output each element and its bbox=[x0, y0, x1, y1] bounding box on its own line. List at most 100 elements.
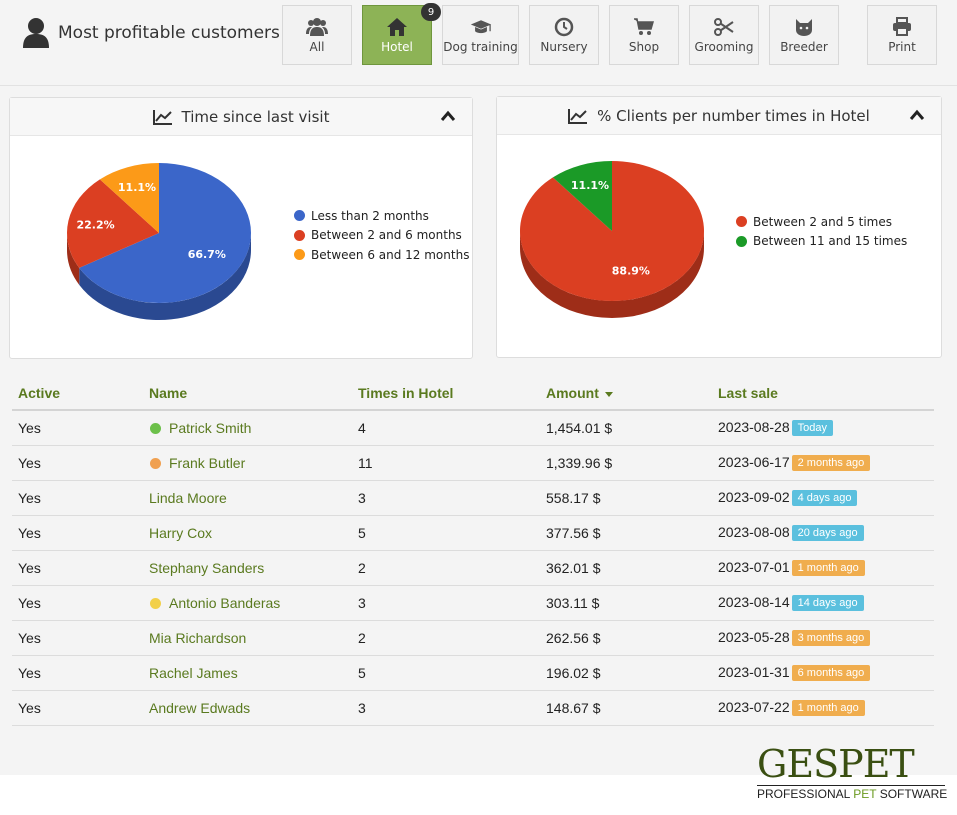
cell-name[interactable]: Rachel James bbox=[143, 655, 352, 691]
cell-active: Yes bbox=[12, 410, 143, 446]
column-amount[interactable]: Amount bbox=[540, 376, 712, 411]
cell-active: Yes bbox=[12, 515, 143, 551]
tab-nursery[interactable]: Nursery bbox=[529, 5, 599, 65]
cell-name[interactable]: Andrew Edwads bbox=[143, 690, 352, 726]
legend-item[interactable]: Between 2 and 5 times bbox=[736, 212, 907, 232]
table-row[interactable]: Yes Linda Moore 3 558.17 $2023-09-02 4 days … bbox=[12, 480, 934, 516]
customer-name-link[interactable]: Mia Richardson bbox=[149, 629, 247, 646]
cell-name[interactable]: Mia Richardson bbox=[143, 620, 352, 656]
pie-slice-1[interactable] bbox=[66, 179, 159, 268]
customer-name-link[interactable]: Linda Moore bbox=[149, 489, 227, 506]
table-row[interactable]: Yes Harry Cox 5 377.56 $2023-08-08 20 days a… bbox=[12, 515, 934, 551]
print-label: Print bbox=[888, 39, 916, 54]
pie-side-0 bbox=[520, 231, 704, 318]
customer-name-link[interactable]: Patrick Smith bbox=[169, 419, 252, 436]
tab-dog-training[interactable]: Dog training bbox=[442, 5, 519, 65]
column-times-in-hotel[interactable]: Times in Hotel bbox=[352, 376, 540, 411]
cell-active: Yes bbox=[12, 655, 143, 691]
cell-amount: 196.02 $ bbox=[540, 655, 712, 691]
cell-name[interactable]: Frank Butler bbox=[143, 445, 352, 481]
time-ago-badge: 6 months ago bbox=[791, 665, 871, 681]
print-button[interactable]: Print bbox=[867, 5, 937, 65]
table-row[interactable]: Yes Rachel James 5 196.02 $2023-01-31 6 mont… bbox=[12, 655, 934, 691]
pie-slice-2[interactable] bbox=[99, 163, 159, 233]
customer-name-link[interactable]: Harry Cox bbox=[149, 524, 213, 541]
legend-label: Less than 2 months bbox=[311, 208, 429, 223]
customer-name-link[interactable]: Frank Butler bbox=[169, 454, 246, 471]
pie-label-2: 11.1% bbox=[118, 181, 156, 194]
cell-active: Yes bbox=[12, 620, 143, 656]
cell-name[interactable]: Harry Cox bbox=[143, 515, 352, 551]
cell-amount: 1,454.01 $ bbox=[540, 410, 712, 446]
time-ago-badge: Today bbox=[791, 420, 833, 437]
status-dot bbox=[150, 597, 161, 609]
last-sale-date: 2023-05-28 bbox=[718, 629, 790, 645]
legend-swatch bbox=[736, 235, 747, 247]
cell-name[interactable]: Linda Moore bbox=[143, 480, 352, 516]
legend-visit: Less than 2 months Between 2 and 6 months… bbox=[294, 206, 469, 265]
pie-slice-1[interactable] bbox=[552, 161, 612, 231]
last-sale-date: 2023-07-01 bbox=[718, 559, 790, 575]
page-title-text: Most profitable customers bbox=[58, 23, 280, 43]
line-chart-icon bbox=[568, 108, 588, 124]
legend-label: Between 2 and 5 times bbox=[753, 214, 892, 229]
cell-active: Yes bbox=[12, 445, 143, 481]
column-last-sale[interactable]: Last sale bbox=[712, 376, 934, 411]
cell-active: Yes bbox=[12, 690, 143, 726]
tab-dog-training-label: Dog training bbox=[443, 39, 518, 54]
cell-times: 5 bbox=[352, 655, 540, 691]
column-active[interactable]: Active bbox=[12, 376, 143, 411]
cell-times: 3 bbox=[352, 690, 540, 726]
users-icon bbox=[306, 17, 328, 36]
table-row[interactable]: Yes Stephany Sanders 2 362.01 $2023-07-01 1 … bbox=[12, 550, 934, 586]
tab-hotel[interactable]: 9 Hotel bbox=[362, 3, 441, 65]
cell-amount: 303.11 $ bbox=[540, 585, 712, 621]
customer-name-link[interactable]: Rachel James bbox=[149, 664, 238, 681]
last-sale-date: 2023-09-02 bbox=[718, 489, 790, 505]
tab-shop[interactable]: Shop bbox=[609, 5, 679, 65]
chevron-up-icon[interactable] bbox=[909, 108, 925, 122]
cart-icon bbox=[634, 17, 654, 35]
panel-clients-per-times: % Clients per number times in Hotel 88.9… bbox=[496, 96, 942, 358]
pie-chart-hotel-times: 88.9% 11.1% bbox=[520, 161, 704, 318]
cell-name[interactable]: Antonio Banderas bbox=[143, 585, 352, 621]
user-icon bbox=[23, 18, 49, 48]
table-row[interactable]: Yes Frank Butler 11 1,339.96 $2023-06-17 2 m… bbox=[12, 445, 934, 481]
cell-active: Yes bbox=[12, 480, 143, 516]
cell-last-sale: 2023-07-01 1 month ago bbox=[712, 550, 934, 586]
panel-time-since-last-visit: Time since last visit 66.7% 22.2% 11.1% Le… bbox=[9, 97, 473, 359]
customer-name-link[interactable]: Andrew Edwads bbox=[149, 699, 251, 716]
legend-label: Between 6 and 12 months bbox=[311, 247, 470, 262]
sort-desc-icon bbox=[604, 391, 613, 397]
column-name[interactable]: Name bbox=[143, 376, 352, 411]
legend-item[interactable]: Between 6 and 12 months bbox=[294, 245, 469, 265]
last-sale-date: 2023-07-22 bbox=[718, 699, 790, 715]
pie-slice-0[interactable] bbox=[79, 163, 251, 303]
table-row[interactable]: Yes Andrew Edwads 3 148.67 $2023-07-22 1 mon… bbox=[12, 690, 934, 726]
cell-times: 3 bbox=[352, 585, 540, 621]
time-ago-badge: 3 months ago bbox=[791, 630, 871, 646]
cell-amount: 148.67 $ bbox=[540, 690, 712, 726]
table-row[interactable]: Yes Mia Richardson 2 262.56 $2023-05-28 3 mo… bbox=[12, 620, 934, 656]
cell-name[interactable]: Stephany Sanders bbox=[143, 550, 352, 586]
tab-shop-label: Shop bbox=[628, 39, 660, 54]
customer-name-link[interactable]: Antonio Banderas bbox=[169, 594, 281, 611]
tab-nursery-label: Nursery bbox=[540, 39, 588, 54]
chevron-up-icon[interactable] bbox=[440, 109, 456, 123]
tab-all[interactable]: All bbox=[282, 5, 352, 65]
table-row[interactable]: Yes Patrick Smith 4 1,454.01 $2023-08-28 Tod… bbox=[12, 410, 934, 446]
panel-header: Time since last visit bbox=[10, 98, 472, 136]
last-sale-date: 2023-06-17 bbox=[718, 454, 790, 470]
cell-last-sale: 2023-08-14 14 days ago bbox=[712, 585, 934, 621]
tab-breeder[interactable]: Breeder bbox=[769, 5, 839, 65]
printer-icon bbox=[893, 16, 911, 36]
tab-grooming[interactable]: Grooming bbox=[689, 5, 759, 65]
customer-name-link[interactable]: Stephany Sanders bbox=[149, 559, 265, 576]
cell-name[interactable]: Patrick Smith bbox=[143, 410, 352, 446]
legend-item[interactable]: Between 2 and 6 months bbox=[294, 226, 469, 246]
table-row[interactable]: Yes Antonio Banderas 3 303.11 $2023-08-14 14… bbox=[12, 585, 934, 621]
legend-item[interactable]: Between 11 and 15 times bbox=[736, 232, 907, 252]
legend-item[interactable]: Less than 2 months bbox=[294, 206, 469, 226]
cell-last-sale: 2023-07-22 1 month ago bbox=[712, 690, 934, 726]
tab-all-label: All bbox=[309, 39, 325, 54]
